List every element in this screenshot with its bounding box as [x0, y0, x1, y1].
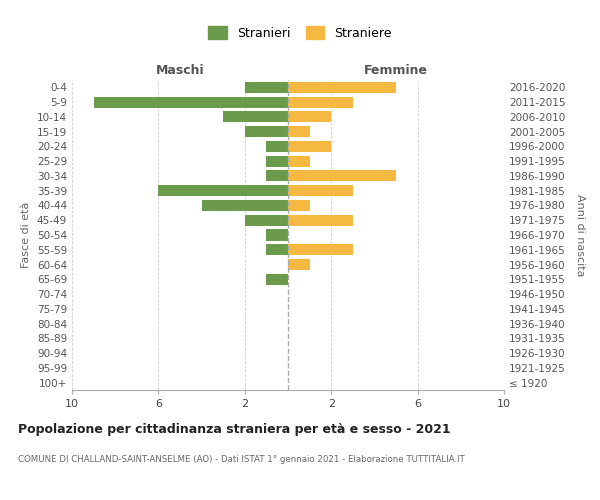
- Y-axis label: Fasce di età: Fasce di età: [22, 202, 31, 268]
- Bar: [288, 126, 310, 137]
- Bar: [202, 200, 288, 211]
- Bar: [94, 96, 288, 108]
- Bar: [245, 126, 288, 137]
- Bar: [288, 244, 353, 256]
- Text: Popolazione per cittadinanza straniera per età e sesso - 2021: Popolazione per cittadinanza straniera p…: [18, 422, 451, 436]
- Bar: [288, 141, 331, 152]
- Bar: [266, 141, 288, 152]
- Bar: [266, 170, 288, 181]
- Bar: [288, 185, 353, 196]
- Bar: [288, 96, 353, 108]
- Bar: [223, 112, 288, 122]
- Text: COMUNE DI CHALLAND-SAINT-ANSELME (AO) - Dati ISTAT 1° gennaio 2021 - Elaborazion: COMUNE DI CHALLAND-SAINT-ANSELME (AO) - …: [18, 455, 465, 464]
- Text: Maschi: Maschi: [155, 64, 205, 77]
- Bar: [288, 156, 310, 166]
- Bar: [245, 214, 288, 226]
- Bar: [158, 185, 288, 196]
- Bar: [266, 156, 288, 166]
- Bar: [288, 214, 353, 226]
- Y-axis label: Anni di nascita: Anni di nascita: [575, 194, 585, 276]
- Bar: [288, 200, 310, 211]
- Bar: [266, 274, 288, 285]
- Bar: [288, 170, 396, 181]
- Bar: [288, 112, 331, 122]
- Legend: Stranieri, Straniere: Stranieri, Straniere: [203, 21, 397, 45]
- Bar: [266, 230, 288, 240]
- Bar: [288, 259, 310, 270]
- Bar: [266, 244, 288, 256]
- Bar: [288, 82, 396, 93]
- Bar: [245, 82, 288, 93]
- Text: Femmine: Femmine: [364, 64, 428, 77]
